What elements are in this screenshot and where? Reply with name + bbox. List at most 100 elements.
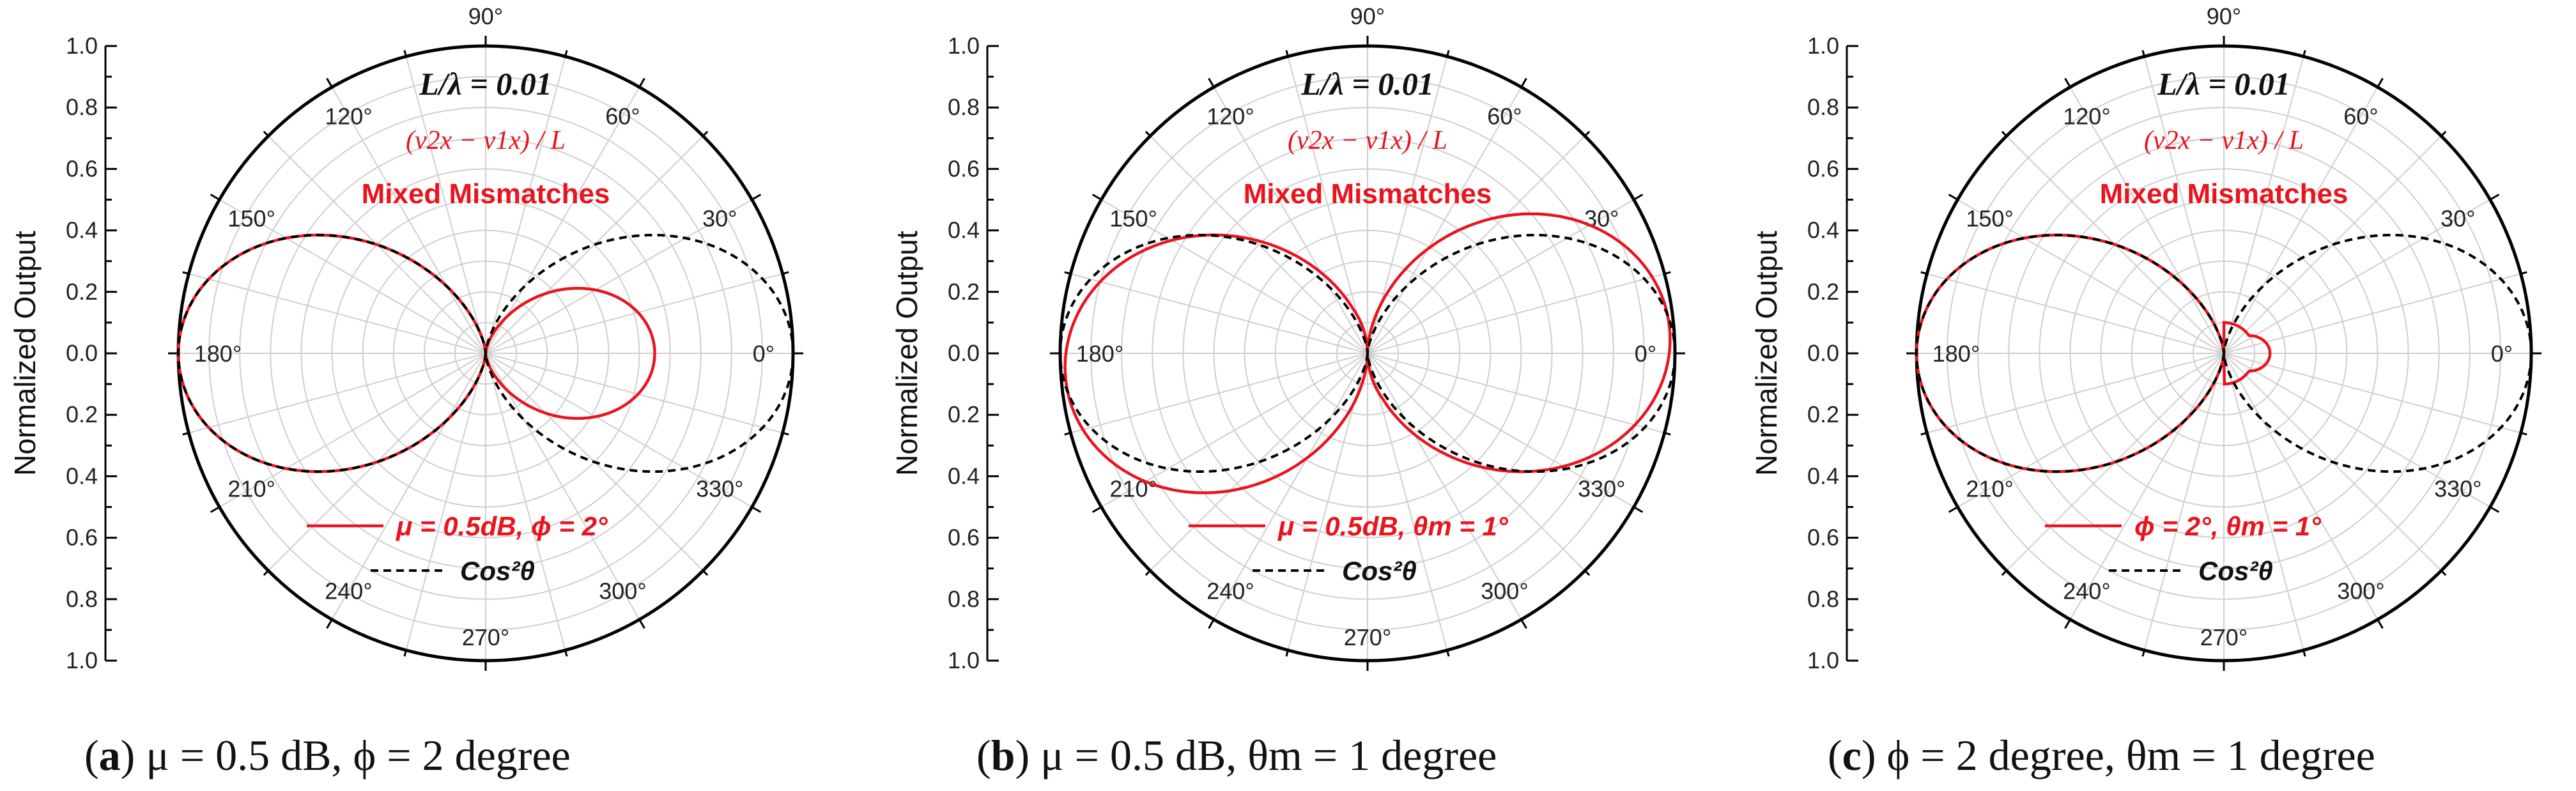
grid-spoke [189,353,486,434]
angle-tick [751,194,762,201]
grid-spoke [405,353,486,650]
angle-label: 120° [2063,103,2110,129]
annotation-l-over-lambda: L/λ = 0.01 [419,66,552,102]
caption-paren-open: ( [976,731,991,779]
angle-tick [2441,570,2447,576]
annotation-mixed-mismatches: Mixed Mismatches [362,178,610,210]
radial-tick-label: 1.0 [948,647,980,673]
grid-spoke [1367,353,1665,434]
angle-tick [263,130,269,137]
grid-spoke [1070,273,1368,354]
grid-spoke [1957,199,2225,354]
radial-tick-label: 1.0 [948,33,980,59]
angle-tick [1920,271,1927,275]
grid-spoke [485,135,704,354]
radial-tick-label: 0.4 [66,463,98,489]
annotation-mixed-mismatches: Mixed Mismatches [1244,178,1492,210]
caption-panel-label: c [1842,731,1862,779]
grid-spoke [485,199,753,354]
angle-tick [403,50,407,57]
radial-tick-label: 0.2 [948,401,980,427]
radial-tick-label: 1.0 [66,647,98,673]
panel-caption: (c) ϕ = 2 degree, θm = 1 degree [1828,731,2375,779]
angle-label: 270° [2200,624,2248,650]
radial-tick-label: 1.0 [66,33,98,59]
radial-tick-label: 0.4 [66,217,98,243]
radial-tick-label: 0.2 [1807,401,1839,427]
grid-spoke [219,353,486,508]
angle-tick [182,432,189,436]
caption-text: μ = 0.5 dB, ϕ = 2 degree [146,731,571,779]
angle-tick [1633,506,1644,513]
radial-tick-label: 0.6 [66,525,98,551]
angle-label: 270° [462,624,509,650]
angle-tick [1145,570,1151,576]
radial-tick-label: 0.4 [948,463,980,489]
angle-tick [638,618,645,629]
angle-label: 120° [325,103,372,129]
caption-paren-open: ( [1828,731,1842,779]
angle-tick [1064,432,1071,436]
angle-label: 210° [1109,476,1157,502]
angle-label: 270° [1344,624,1391,650]
legend-label-mismatch: ϕ = 2°, θm = 1° [2134,511,2322,541]
grid-spoke [1367,353,1448,650]
radial-tick-label: 0.8 [948,586,980,612]
radial-tick-label: 0.8 [948,94,980,120]
angle-label: 90° [2207,3,2241,29]
grid-spoke [1213,353,1368,620]
grid-spoke [331,86,486,354]
angle-label: 330° [1578,476,1625,502]
radial-tick-label: 0.6 [1807,155,1839,181]
angle-label: 150° [1109,206,1157,232]
angle-label: 120° [1207,103,1254,129]
angle-tick [2489,506,2500,513]
angle-tick [1145,130,1151,137]
angle-tick [2302,650,2306,657]
grid-spoke [1150,353,1368,571]
angle-label: 90° [1350,3,1385,29]
angle-label: 240° [325,578,372,604]
angle-tick [1285,50,1289,57]
angle-tick [2141,50,2145,57]
radial-tick-label: 0.2 [1807,279,1839,305]
radial-tick-label: 1.0 [1807,33,1839,59]
grid-spoke [485,353,566,650]
grid-spoke [1927,273,2225,354]
grid-spoke [1367,353,1522,620]
radial-tick-label: 0.6 [948,525,980,551]
grid-spoke [2069,353,2225,620]
annotation-l-over-lambda: L/λ = 0.01 [2157,66,2290,102]
angle-tick [1208,618,1215,629]
angle-tick [1948,194,1959,201]
radial-tick-label: 0.8 [1807,586,1839,612]
annotation-velocity-formula: (v2x − v1x) / L [1288,126,1447,155]
series-cos2-curve [1058,233,1677,473]
legend-label-mismatch: μ = 0.5dB, ϕ = 2° [396,511,608,541]
radial-tick-label: 0.2 [948,279,980,305]
radial-tick-label: 0.0 [66,340,98,366]
angle-tick [1091,506,1102,513]
grid-spoke [485,353,640,620]
annotation-velocity-formula: (v2x − v1x) / L [2144,126,2304,155]
angle-tick [2001,130,2007,137]
radial-tick-label: 0.8 [1807,94,1839,120]
grid-spoke [2223,273,2521,354]
angle-label: 210° [1966,476,2013,502]
angle-label: 60° [605,103,640,129]
angle-tick [2377,618,2384,629]
angle-label: 0° [1635,341,1656,367]
angle-tick [1584,570,1591,576]
angle-tick [751,506,762,513]
grid-spoke [2143,56,2225,354]
caption-panel-label: a [99,731,121,779]
annotation-l-over-lambda: L/λ = 0.01 [1300,66,1434,102]
angle-tick [638,77,645,88]
angle-tick [702,130,709,137]
angle-tick [564,50,568,57]
angle-tick [1285,650,1289,657]
angle-label: 180° [194,341,242,367]
angle-tick [182,271,189,275]
angle-tick [2377,77,2384,88]
